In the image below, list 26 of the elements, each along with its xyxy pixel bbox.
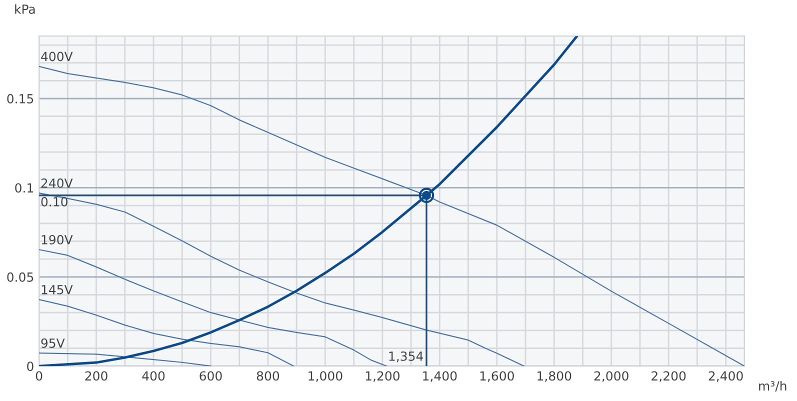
annotation: 1,354 bbox=[389, 351, 424, 362]
series-label: 240V bbox=[41, 178, 73, 188]
x-tick-label: 400 bbox=[142, 371, 165, 381]
x-tick-label: 200 bbox=[85, 371, 108, 381]
x-tick-label: 1,800 bbox=[538, 371, 572, 382]
x-tick-label: 2,000 bbox=[594, 371, 628, 382]
x-tick-label: 1,600 bbox=[480, 371, 514, 382]
annotation: 0.10 bbox=[41, 197, 68, 206]
x-tick-label: 0 bbox=[36, 371, 42, 381]
series-label: 145V bbox=[42, 285, 73, 294]
y-tick-label: 0.1 bbox=[15, 183, 34, 193]
x-tick-label: 800 bbox=[256, 371, 280, 381]
x-tick-label: 1,400 bbox=[423, 371, 457, 382]
x-tick-label: 2,400 bbox=[708, 371, 743, 382]
x-axis-title: m³/h bbox=[759, 380, 786, 392]
y-axis-title: kPa bbox=[15, 4, 35, 14]
y-tick-label: 0.05 bbox=[7, 272, 34, 282]
x-tick-label: 1,200 bbox=[366, 371, 400, 382]
series-label: 190V bbox=[42, 234, 73, 244]
x-tick-label: 1,000 bbox=[308, 371, 342, 382]
x-tick-label: 2,200 bbox=[652, 371, 686, 382]
series-label: 400V bbox=[41, 52, 73, 62]
y-tick-label: 0.15 bbox=[7, 94, 34, 104]
y-tick-label: 0 bbox=[27, 362, 34, 372]
series-label: 95V bbox=[41, 338, 65, 348]
x-tick-label: 600 bbox=[200, 371, 222, 381]
